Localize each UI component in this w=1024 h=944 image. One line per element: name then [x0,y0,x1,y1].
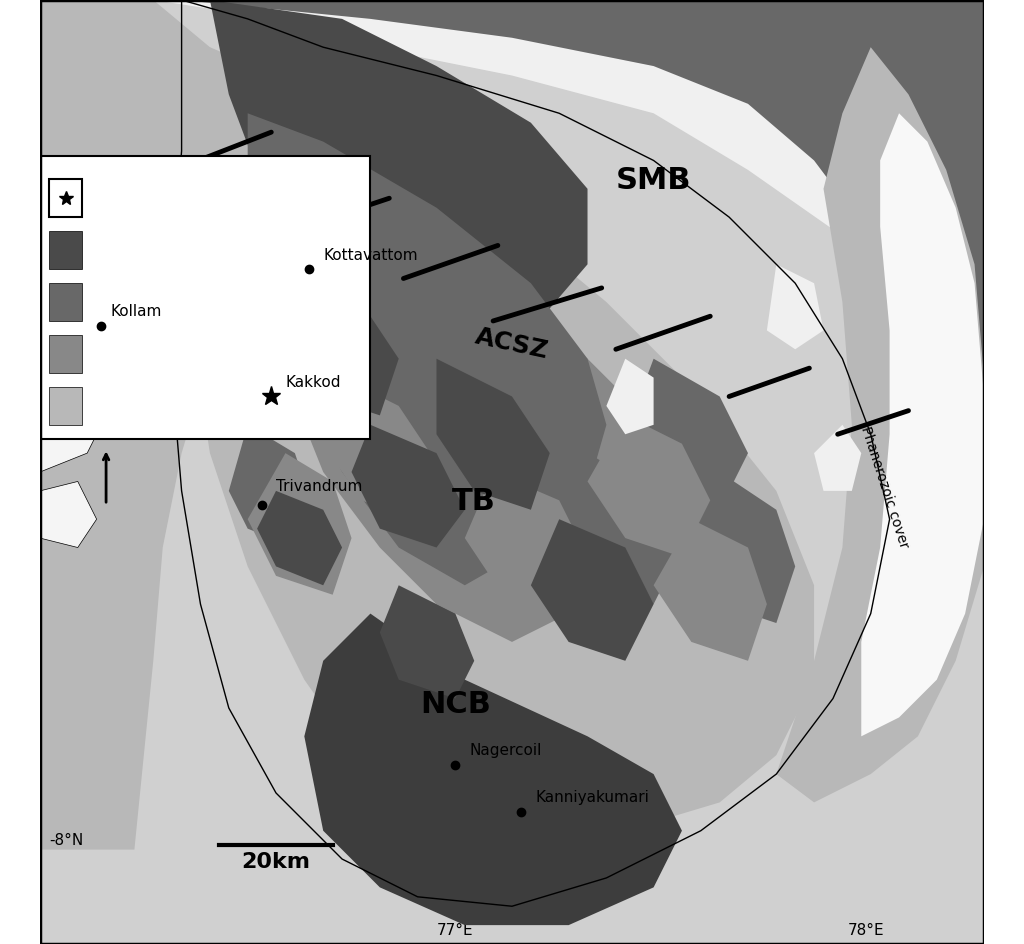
Text: ACSZ: ACSZ [473,325,551,363]
Polygon shape [861,113,984,736]
Polygon shape [324,378,436,519]
Polygon shape [304,614,682,925]
Bar [40,156,371,439]
Polygon shape [257,491,342,585]
Polygon shape [653,519,767,661]
Text: 20km: 20km [242,852,310,872]
Text: N: N [96,419,112,438]
Polygon shape [776,47,984,802]
Bar [49,387,83,425]
Polygon shape [465,472,588,614]
Polygon shape [436,425,559,566]
Polygon shape [181,0,984,472]
Text: Kakkod: Kakkod [286,375,341,390]
Polygon shape [40,0,984,944]
Text: Kollam: Kollam [111,304,162,319]
Polygon shape [40,0,984,944]
Text: NCB: NCB [420,690,490,718]
Polygon shape [248,453,351,595]
Polygon shape [767,264,823,349]
Polygon shape [682,472,796,623]
Polygon shape [69,217,134,312]
Text: 77°E: 77°E [437,922,474,937]
Bar [49,231,83,269]
Bar [49,283,83,321]
Polygon shape [286,283,398,415]
Polygon shape [559,453,682,604]
Text: SMB: SMB [615,166,691,194]
Polygon shape [436,359,550,510]
Polygon shape [814,425,861,491]
Polygon shape [530,519,653,661]
Polygon shape [380,585,474,699]
Polygon shape [40,378,106,472]
Text: Garnet-biotite gneiss (Leptynites): Garnet-biotite gneiss (Leptynites) [96,347,330,361]
Polygon shape [228,425,313,548]
Polygon shape [248,113,606,585]
Polygon shape [40,481,96,548]
Text: Field Locality: Field Locality [96,192,187,205]
Polygon shape [606,359,653,434]
Polygon shape [588,415,711,557]
Polygon shape [40,0,266,850]
Text: Kottavattom: Kottavattom [324,247,418,262]
Bar [49,179,83,217]
Text: Phanerozoic cover: Phanerozoic cover [858,425,911,550]
Polygon shape [191,47,814,850]
Text: Nagercoil: Nagercoil [470,743,542,758]
Text: Trivandrum: Trivandrum [276,479,362,494]
Polygon shape [266,170,682,642]
Polygon shape [351,425,465,548]
Text: TB: TB [453,487,497,515]
Text: Metapelitic gneiss: Metapelitic gneiss [96,399,222,413]
Text: Hornblende-biotite gneiss: Hornblende-biotite gneiss [96,295,275,309]
Polygon shape [40,264,125,378]
Polygon shape [304,330,418,472]
Text: Kanniyakumari: Kanniyakumari [536,790,649,805]
Text: -8°N: -8°N [49,833,84,848]
Polygon shape [210,0,588,396]
Bar [49,335,83,373]
Text: Charnockite: Charnockite [96,244,180,257]
Polygon shape [626,359,748,510]
Text: 78°E: 78°E [848,922,885,937]
